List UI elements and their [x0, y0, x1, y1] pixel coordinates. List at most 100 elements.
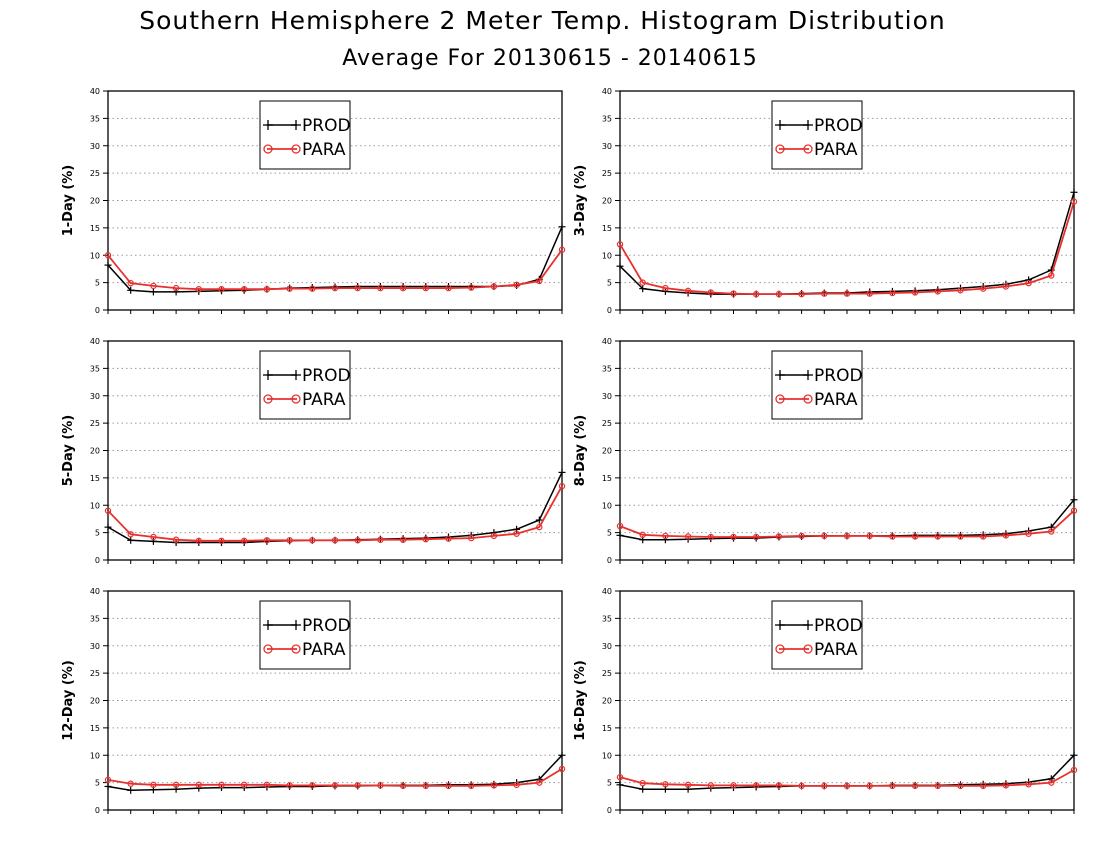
data-point-para [263, 537, 271, 544]
data-point-para [730, 290, 737, 297]
chart-title: Southern Hemisphere 2 Meter Temp. Histog… [139, 6, 946, 35]
data-point-para [798, 782, 805, 790]
data-point-para [445, 782, 452, 790]
y-tick-label: 25 [602, 169, 612, 178]
data-point-para [377, 284, 384, 292]
data-point-para [1070, 766, 1078, 774]
legend-marker-para [775, 144, 785, 154]
data-point-para [399, 536, 407, 543]
legend: PROD PARA [771, 350, 863, 420]
y-tick-label: 40 [602, 587, 612, 596]
y-tick-label: 30 [90, 642, 100, 651]
data-point-prod [195, 784, 203, 792]
data-point-para [536, 523, 543, 531]
y-tick-label: 15 [90, 724, 100, 733]
data-point-para [1048, 528, 1055, 535]
y-tick-label: 35 [602, 364, 612, 373]
data-point-para [684, 533, 692, 540]
y-tick-label: 5 [95, 529, 100, 538]
y-tick-label: 25 [602, 669, 612, 678]
data-point-para [889, 533, 896, 540]
data-point-para [934, 782, 942, 790]
data-point-para [127, 780, 134, 787]
series-line-para [619, 769, 1075, 787]
plot-frame [619, 590, 1075, 811]
y-axis-label: 16-Day (%) [573, 660, 588, 741]
panel-3: 0 5 10 15 20 25 30 35 40 5-Day (%) PROD PARA [61, 337, 566, 565]
data-point-para [775, 782, 783, 789]
y-tick-label: 25 [90, 169, 100, 178]
plot-frame [107, 340, 563, 561]
series-line-para [107, 768, 563, 787]
data-point-para [422, 782, 429, 790]
y-tick-label: 0 [95, 306, 100, 315]
data-point-para [513, 781, 520, 789]
plot-frame [619, 340, 1075, 561]
data-point-para [127, 531, 134, 538]
data-point-para [934, 533, 942, 540]
data-point-prod [1070, 496, 1078, 504]
data-point-para [513, 281, 520, 289]
legend-box [259, 100, 351, 170]
data-point-prod [104, 523, 112, 531]
data-point-para [240, 285, 248, 293]
data-point-para [798, 532, 805, 540]
data-point-para [866, 290, 873, 297]
data-point-para [331, 284, 339, 292]
data-point-para [172, 781, 180, 789]
legend-marker-para [803, 144, 813, 154]
data-point-para [558, 482, 566, 490]
legend-label-prod: PROD [814, 366, 863, 386]
data-point-para [889, 289, 896, 297]
data-point-para [354, 537, 361, 544]
legend: PROD PARA [771, 600, 863, 670]
data-point-para [195, 781, 202, 789]
data-point-para [684, 287, 692, 295]
y-tick-label: 20 [90, 447, 100, 456]
data-point-prod [535, 516, 543, 524]
legend: PROD PARA [259, 100, 351, 170]
data-point-para [843, 782, 851, 790]
data-point-para [662, 532, 669, 540]
panel-1: 0 5 10 15 20 25 30 35 40 1-Day (%) PROD PARA [61, 87, 566, 315]
data-point-para [821, 290, 828, 297]
data-point-para [707, 782, 715, 789]
data-point-para [911, 782, 919, 790]
legend-marker-prod [291, 370, 301, 380]
data-point-para [286, 782, 293, 789]
data-point-para [490, 782, 498, 789]
chart-subtitle: Average For 20130615 - 20140615 [342, 46, 758, 71]
data-point-para [775, 290, 783, 298]
y-tick-label: 25 [90, 419, 100, 428]
data-point-para [911, 289, 919, 296]
data-point-para [616, 241, 624, 248]
data-point-para [240, 781, 248, 789]
data-point-para [536, 779, 543, 786]
legend-label-para: PARA [302, 390, 346, 410]
y-tick-label: 35 [90, 614, 100, 623]
data-point-para [195, 285, 202, 293]
data-point-prod [1070, 751, 1078, 759]
y-axis-label: 3-Day (%) [573, 165, 588, 237]
y-tick-label: 20 [90, 197, 100, 206]
legend-marker-para [291, 644, 301, 654]
data-point-para [309, 537, 316, 544]
data-point-para [1025, 781, 1032, 788]
y-tick-label: 35 [602, 614, 612, 623]
data-point-para [127, 279, 134, 287]
y-tick-label: 0 [607, 306, 612, 315]
legend-label-para: PARA [302, 640, 346, 660]
data-point-prod [127, 536, 135, 544]
y-tick-label: 20 [602, 697, 612, 706]
data-point-para [536, 277, 543, 285]
legend-box [771, 350, 863, 420]
data-point-para [934, 288, 942, 295]
data-point-para [263, 781, 271, 789]
data-point-para [218, 781, 225, 789]
y-tick-label: 10 [602, 251, 612, 260]
legend-label-para: PARA [302, 140, 346, 160]
y-tick-label: 15 [602, 724, 612, 733]
data-point-para [286, 285, 293, 292]
y-tick-label: 30 [90, 392, 100, 401]
y-tick-label: 5 [95, 279, 100, 288]
